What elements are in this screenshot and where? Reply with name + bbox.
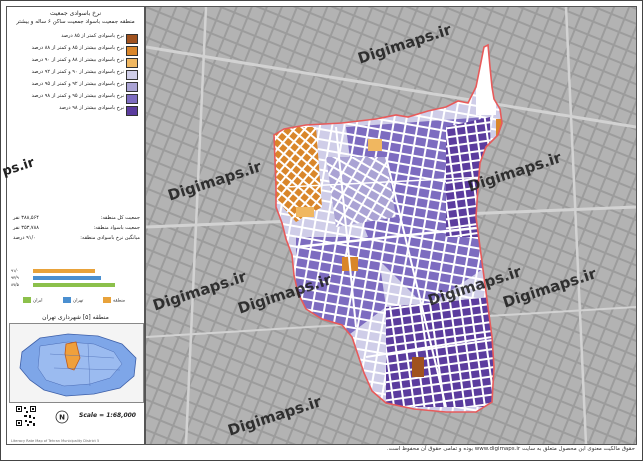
legend-item: نرخ باسوادی بیشتر از ۹۲ و کمتر از ۹۵ درص… — [11, 81, 140, 92]
legend-title: نرخ باسوادی جمعیت — [49, 10, 102, 17]
comparison-legend-swatch — [23, 297, 31, 303]
comparison-legend-swatch — [103, 297, 111, 303]
stat-total-population: جمعیت کل منطقه: ۳۸۸,۵۶۴ نفر — [13, 215, 140, 221]
legend-swatch — [126, 82, 138, 92]
qr-code-icon — [15, 405, 37, 427]
legend-item: نرخ باسوادی بیشتر از ۸۸ و کمتر از ۹۰ درص… — [11, 57, 140, 68]
comparison-legend-swatch — [63, 297, 71, 303]
svg-text:N: N — [59, 414, 65, 422]
comparison-bar — [33, 269, 95, 273]
comparison-bar-value: ۹۳/۹ — [11, 275, 19, 280]
legend-swatch — [126, 70, 138, 80]
comparison-bar — [33, 276, 101, 280]
legend-label: نرخ باسوادی بیشتر از ۹۲ و کمتر از ۹۵ درص… — [31, 81, 124, 87]
legend-swatch — [126, 46, 138, 56]
legend-item: نرخ باسوادی بیشتر از ۹۰ و کمتر از ۹۲ درص… — [11, 69, 140, 80]
legend-item: نرخ باسوادی بیشتر از ۸۵ و کمتر از ۸۸ درص… — [11, 45, 140, 56]
comparison-bar — [33, 283, 115, 287]
comparison-legend-label: ایران — [33, 298, 43, 304]
stat-average-rate: میانگین نرخ باسوادی منطقه: ۹۱/۰ درصد — [13, 235, 140, 241]
legend-label: نرخ باسوادی کمتر از ۸۵ درصد — [61, 33, 124, 39]
comparison-legend-item: ایران — [23, 297, 43, 304]
legend-swatch — [126, 34, 138, 44]
legend-label: نرخ باسوادی بیشتر از ۹۸ درصد — [59, 105, 124, 111]
legend-label: نرخ باسوادی بیشتر از ۹۵ و کمتر از ۹۸ درص… — [31, 93, 124, 99]
scale-label: Scale = 1:68,000 — [79, 412, 136, 419]
north-arrow-icon: N — [55, 410, 69, 424]
inset-map-svg — [19, 333, 137, 397]
tehran-inset-map — [9, 323, 144, 403]
region-label: منطقه [۵] شهرداری تهران — [42, 314, 109, 321]
comparison-legend-item: منطقه — [103, 297, 125, 304]
district-map-svg[interactable] — [146, 7, 636, 444]
legend-item: نرخ باسوادی بیشتر از ۹۵ و کمتر از ۹۸ درص… — [11, 93, 140, 104]
legend-item: نرخ باسوادی بیشتر از ۹۸ درصد — [11, 105, 140, 116]
copyright-footer: حقوق مالکیت معنوی این محصول متعلق به سای… — [386, 446, 635, 452]
comparison-bar-value: ۹۱/۰ — [11, 268, 19, 273]
comparison-bar-value: ۸۷/۵ — [11, 282, 19, 287]
legend-swatch — [126, 58, 138, 68]
credit-line: Literacy Rate Map of Tehran Municipality… — [11, 439, 100, 443]
district-highlight — [64, 341, 81, 371]
legend-swatch — [126, 94, 138, 104]
map-view[interactable]: Digimaps.ir Digimaps.ir Digimaps.ir Digi… — [145, 6, 637, 445]
comparison-legend-label: منطقه — [113, 298, 126, 304]
stat-literate-population: جمعیت باسواد منطقه: ۳۵۳,۷۸۸ نفر — [13, 225, 140, 231]
comparison-legend-item: تهران — [63, 297, 83, 304]
legend-label: نرخ باسوادی بیشتر از ۹۰ و کمتر از ۹۲ درص… — [31, 69, 124, 75]
legend-label: نرخ باسوادی بیشتر از ۸۸ و کمتر از ۹۰ درص… — [31, 57, 124, 63]
legend-label: نرخ باسوادی بیشتر از ۸۵ و کمتر از ۸۸ درص… — [31, 45, 124, 51]
legend-subtitle: منطقه جمعیت باسواد جمعیت ساکن ۶ ساله و ب… — [16, 19, 135, 25]
district-boundary — [273, 43, 503, 413]
legend-swatch — [126, 106, 138, 116]
legend-item: نرخ باسوادی کمتر از ۸۵ درصد — [11, 33, 140, 44]
comparison-legend-label: تهران — [73, 298, 84, 304]
legend-panel: نرخ باسوادی جمعیت منطقه جمعیت باسواد جمع… — [6, 6, 145, 445]
